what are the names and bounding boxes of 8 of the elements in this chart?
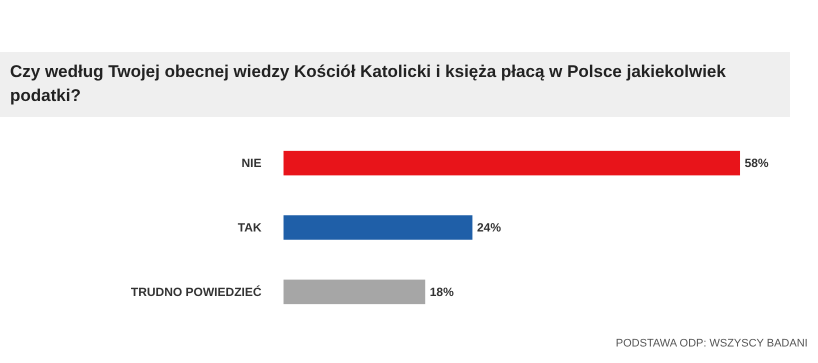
data-label: 18% xyxy=(430,284,454,299)
data-label: 58% xyxy=(744,156,769,170)
y-tick-label: TAK xyxy=(238,220,262,234)
y-tick-label: NIE xyxy=(242,156,262,170)
chart-title: Czy według Twojej obecnej wiedzy Kościół Katolicki i księża płacą w Polsce jakiekolwiek podatki? xyxy=(0,52,790,117)
y-tick-label: TRUDNO POWIEDZIEĆ xyxy=(130,284,262,299)
data-label: 24% xyxy=(476,220,502,234)
text: PODSTAWA ODP: WSZYSCY BADANI xyxy=(616,338,808,350)
